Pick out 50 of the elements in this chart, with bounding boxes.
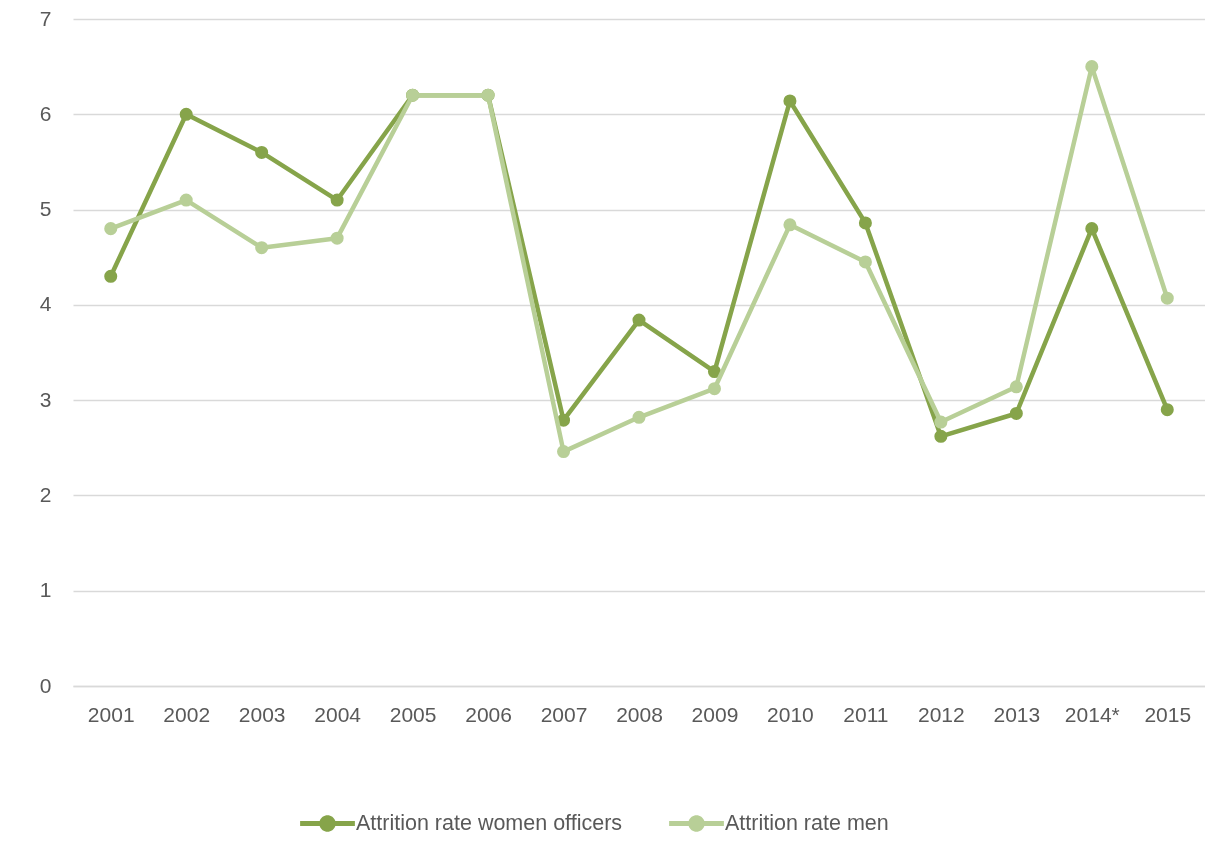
y-tick-label: 7 [39, 6, 52, 30]
point [783, 218, 797, 232]
x-tick-label: 2012 [918, 702, 965, 726]
point [255, 145, 269, 159]
y-tick-label: 0 [39, 673, 52, 697]
x-tick-label: 2006 [465, 702, 512, 726]
x-tick-label: 2005 [389, 702, 437, 726]
x-tick-label: 2010 [767, 702, 814, 726]
x-tick-label: 2013 [993, 702, 1041, 726]
x-tick-label: 2014* [1064, 702, 1120, 726]
x-tick-label: 2007 [540, 702, 588, 726]
x-tick-label: 2003 [238, 702, 286, 726]
legend-label: Attrition rate women officers [356, 810, 623, 835]
point [1160, 403, 1174, 417]
point [104, 269, 118, 283]
point [707, 365, 721, 379]
point [632, 313, 646, 327]
point [934, 429, 948, 443]
point [1009, 406, 1023, 420]
x-tick-label: 2015 [1144, 702, 1192, 726]
point [255, 241, 269, 255]
legend-label: Attrition rate men [725, 810, 889, 835]
y-tick-label: 6 [39, 101, 52, 125]
y-tick-label: 5 [39, 197, 52, 221]
y-tick-label: 4 [39, 292, 52, 316]
x-tick-label: 2002 [163, 702, 211, 726]
y-tick-label: 3 [39, 387, 52, 411]
x-tick-label: 2001 [87, 702, 135, 726]
point [179, 107, 193, 121]
point [104, 222, 118, 236]
point [1085, 222, 1099, 236]
x-tick-label: 2011 [843, 702, 889, 726]
x-tick-label: 2008 [616, 702, 663, 726]
x-tick-label: 2009 [691, 702, 739, 726]
point [934, 415, 948, 429]
point [1160, 291, 1174, 305]
point [1009, 380, 1023, 394]
point [858, 216, 872, 230]
point [632, 410, 646, 424]
point [707, 382, 721, 396]
point [783, 94, 797, 108]
point [330, 231, 344, 245]
y-tick-label: 1 [39, 578, 52, 602]
point [179, 193, 193, 207]
point [1085, 60, 1099, 74]
x-tick-label: 2004 [314, 702, 362, 726]
point [858, 255, 872, 269]
y-tick-label: 2 [39, 482, 52, 506]
point [557, 445, 571, 459]
point [330, 193, 344, 207]
